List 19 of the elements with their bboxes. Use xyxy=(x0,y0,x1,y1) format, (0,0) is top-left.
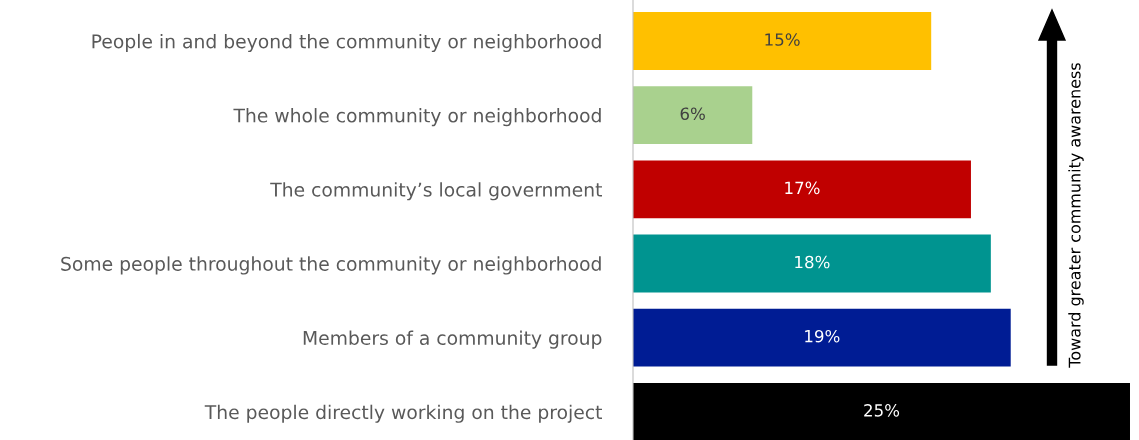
data-label: 19% xyxy=(805,329,840,343)
data-label: 18% xyxy=(795,255,830,269)
y-tick-label: Members of a community group xyxy=(303,330,602,349)
bar xyxy=(633,86,753,145)
bar xyxy=(633,160,971,219)
bar xyxy=(633,382,1130,440)
y-tick-label: The community’s local government xyxy=(270,182,602,201)
data-label: 25% xyxy=(864,404,900,417)
y-tick-label: The whole community or neighborhood xyxy=(233,108,601,127)
bar xyxy=(633,12,932,70)
y-tick-label: Some people throughout the community or neighborhood xyxy=(61,256,601,275)
data-label: 15% xyxy=(765,33,800,46)
y-tick-label: The people directly working on the project xyxy=(204,404,602,423)
bar xyxy=(633,234,991,293)
data-label: 6% xyxy=(680,107,705,121)
data-label: 17% xyxy=(785,181,820,195)
bar xyxy=(633,308,1011,367)
annotation: Toward greater community awareness xyxy=(1068,63,1084,368)
y-tick-label: People in and beyond the community or neighborhood xyxy=(92,33,601,53)
